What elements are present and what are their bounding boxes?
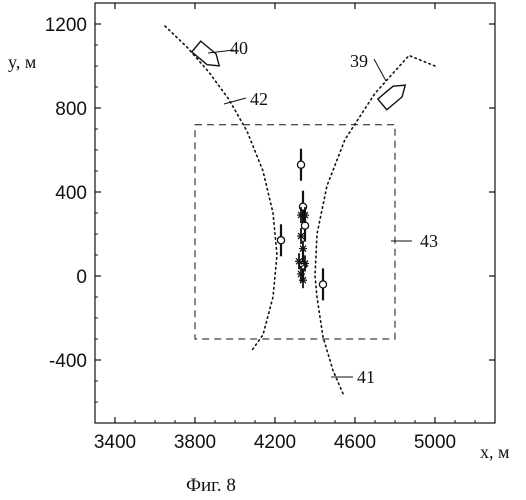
circle-point: [319, 281, 326, 288]
observation-region: [195, 125, 395, 339]
x-tick-label: 3800: [174, 432, 216, 453]
ref-label-42: 42: [224, 89, 268, 109]
ref-label-39: 39: [350, 51, 386, 81]
ref-label-text: 41: [357, 367, 375, 387]
ship-40: [192, 41, 224, 71]
leader-line: [224, 98, 246, 104]
x-tick-label: 4600: [334, 432, 376, 453]
ref-label-41: 41: [331, 367, 375, 387]
track-41: [315, 56, 435, 394]
ref-label-text: 39: [350, 51, 368, 71]
y-tick-label: 800: [55, 99, 87, 120]
ref-label-43: 43: [391, 231, 438, 251]
y-tick-label: -400: [49, 351, 87, 372]
ref-label-text: 43: [420, 231, 438, 251]
y-tick-label: 0: [76, 267, 87, 288]
y-tick-label: 1200: [45, 15, 87, 36]
x-tick-label: 3400: [94, 432, 136, 453]
y-axis-label: y, м: [8, 52, 36, 72]
x-ticks: 3400 3800 4200 4600 5000: [94, 3, 495, 453]
x-tick-label: 5000: [414, 432, 456, 453]
ship-icon: [192, 41, 224, 71]
region-group: [195, 125, 395, 339]
leader-line: [374, 59, 386, 81]
circle-point: [277, 237, 284, 244]
ref-label-text: 40: [230, 38, 248, 58]
y-tick-label: 400: [55, 183, 87, 204]
points-group: [277, 149, 326, 301]
x-axis-label: x, м: [480, 442, 509, 462]
figure-caption: Фиг. 8: [186, 475, 236, 496]
ref-label-text: 42: [250, 89, 268, 109]
track-42: [165, 26, 277, 352]
x-tick-label: 4200: [254, 432, 296, 453]
y-ticks: -400 0 400 800 1200: [45, 3, 495, 423]
circle-point: [297, 161, 304, 168]
